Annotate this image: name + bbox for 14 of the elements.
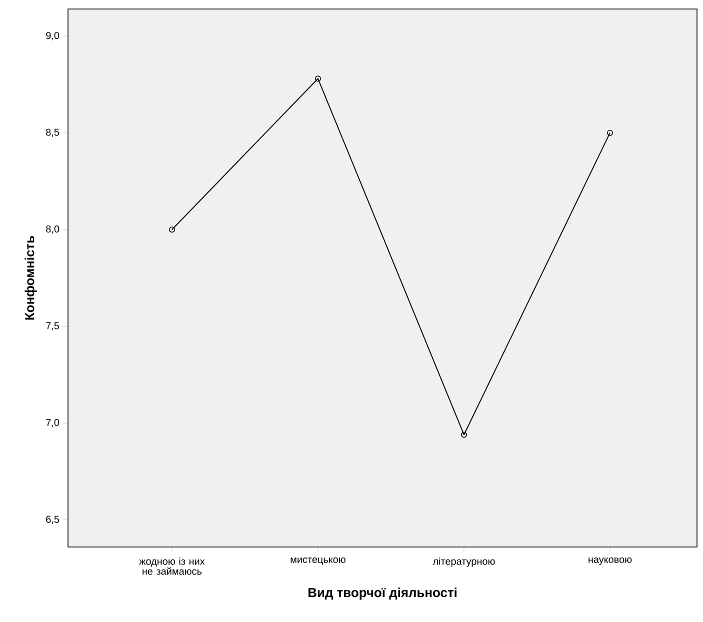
x-tick-label: науковою (588, 558, 632, 565)
y-tick-label: 7,0 (46, 419, 60, 428)
y-tick-label: 9,0 (46, 32, 60, 40)
x-tick-label: жодною із них не займаюсь (139, 558, 205, 575)
x-tick-label: літературною (432, 558, 495, 567)
point (460, 432, 467, 438)
y-tick-label: 6,5 (46, 516, 60, 524)
x-axis-title: Вид творчої діяльності (308, 588, 456, 600)
y-tick-label: 7,5 (46, 322, 60, 330)
y-axis-title: Конфомність (24, 236, 37, 320)
point (314, 76, 321, 82)
y-tick-label: 8,5 (46, 128, 60, 137)
x-tick-label: мистецькою (290, 558, 346, 565)
y-tick-label: 8,0 (46, 225, 60, 234)
